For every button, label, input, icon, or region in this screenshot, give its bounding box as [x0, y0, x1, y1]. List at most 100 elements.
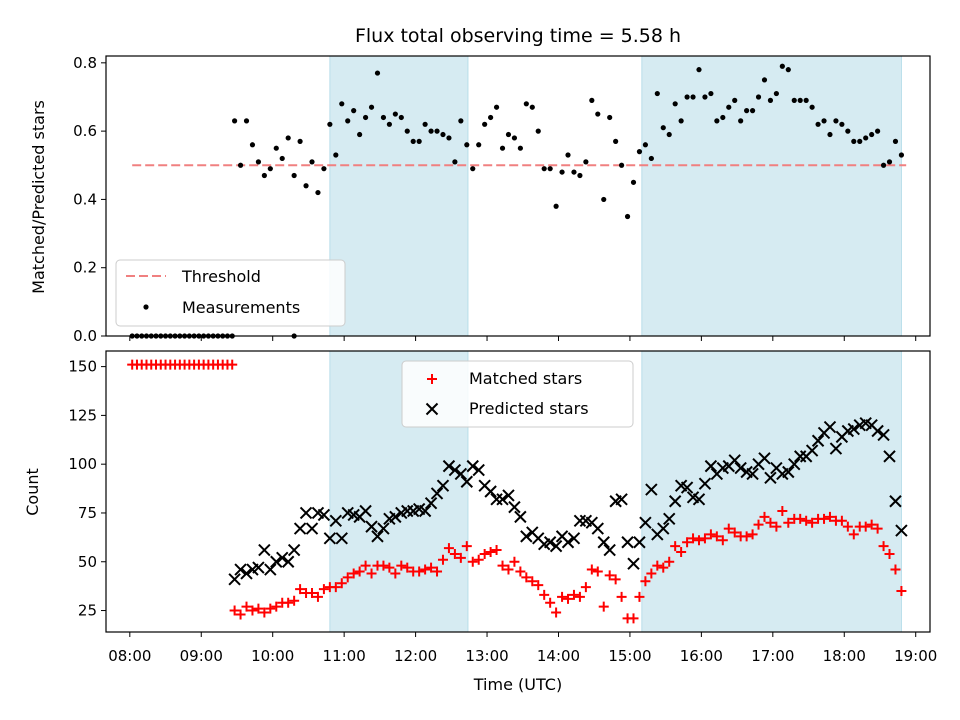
measurement-point	[672, 101, 678, 107]
matched-star-point	[455, 552, 466, 563]
matched-star-point	[682, 537, 693, 548]
predicted-star-point	[823, 420, 837, 434]
bottom-y-tick-label: 125	[68, 406, 97, 424]
matched-star-point	[366, 568, 377, 579]
x-tick-label: 16:00	[680, 647, 723, 665]
top-y-tick-label: 0.4	[73, 190, 97, 208]
bottom-y-tick-label: 25	[78, 602, 97, 620]
matched-star-point	[574, 591, 585, 602]
measurement-point	[809, 104, 815, 110]
matched-star-point	[414, 566, 425, 577]
predicted-star-point	[829, 442, 843, 455]
measurements-legend-label: Measurements	[182, 298, 300, 317]
top-legend-box	[115, 259, 346, 327]
measurement-point	[857, 138, 863, 144]
matched-star-point	[265, 603, 276, 614]
predicted-star-point	[460, 475, 474, 488]
matched-star-point	[354, 566, 365, 577]
predicted-star-point	[502, 489, 515, 502]
matched-legend-swatch	[427, 374, 437, 384]
predicted-star-point	[299, 506, 313, 520]
predicted-star-point	[591, 522, 604, 535]
bottom-panel: 25 50 75 100 125 150 08:00 09:00 10:00 11:00 12:00…	[68, 350, 937, 665]
measurement-point	[285, 135, 291, 141]
matched-star-point	[783, 517, 794, 528]
top-plot-frame	[105, 55, 931, 337]
measurement-point	[529, 104, 535, 110]
x-tick-label: 15:00	[608, 647, 651, 665]
predicted-star-point	[472, 463, 485, 477]
matched-star-point	[402, 562, 413, 573]
measurement-point	[744, 108, 750, 114]
predicted-star-point	[573, 514, 587, 527]
predicted-star-point	[442, 459, 456, 473]
measurement-point	[517, 145, 523, 151]
x-tick-label: 08:00	[108, 647, 151, 665]
measurement-point	[779, 63, 785, 69]
matched-star-point	[598, 601, 609, 612]
measurement-point	[416, 138, 422, 144]
matched-star-point	[801, 515, 812, 526]
measurement-point	[482, 121, 488, 127]
measurement-point	[821, 118, 827, 124]
measurement-point	[511, 135, 518, 141]
measurement-point	[541, 166, 547, 172]
predicted-star-point	[377, 522, 390, 535]
predicted-star-point	[639, 516, 652, 529]
predicted-star-point	[270, 555, 283, 568]
measurement-point	[761, 77, 768, 83]
predicted-star-point	[728, 454, 741, 467]
top-observing-span	[329, 55, 469, 337]
measurement-point	[357, 131, 363, 138]
measurement-point	[303, 183, 309, 189]
measurement-point	[279, 155, 285, 162]
measurement-point	[607, 114, 613, 121]
matched-star-point	[705, 529, 716, 540]
predicted-star-point	[758, 452, 771, 465]
measurement-point	[243, 118, 250, 124]
matched-star-point	[247, 605, 258, 616]
measurement-point	[565, 152, 571, 158]
predicted-star-point	[490, 493, 503, 506]
matched-star-point	[521, 572, 532, 583]
predicted-star-point	[359, 504, 372, 518]
top-y-axis-label: Matched/Predicted stars	[29, 100, 48, 294]
measurement-point	[690, 94, 696, 100]
matched-star-point	[533, 580, 544, 591]
matched-star-point	[485, 546, 496, 557]
measurement-point	[630, 179, 637, 185]
predicted-star-point	[234, 563, 247, 576]
matched-star-point	[753, 519, 764, 530]
predicted-legend-swatch	[425, 402, 439, 416]
predicted-star-point	[281, 555, 295, 568]
matched-star-point	[729, 527, 740, 538]
matched-star-point	[271, 601, 282, 612]
predicted-star-point	[276, 551, 289, 565]
predicted-star-point	[430, 487, 444, 500]
measurement-point	[791, 97, 797, 103]
matched-star-point	[878, 541, 889, 552]
predicted-star-point	[371, 530, 384, 543]
matched-star-point	[527, 576, 538, 587]
predicted-star-point	[627, 557, 640, 570]
measurement-point	[422, 121, 428, 127]
predicted-star-point	[805, 444, 819, 457]
x-tick-label: 13:00	[465, 647, 508, 665]
matched-star-point	[515, 566, 526, 577]
matched-star-point	[795, 513, 806, 524]
predicted-star-point	[698, 477, 712, 490]
matched-star-point	[461, 541, 472, 552]
measurement-point	[499, 145, 506, 151]
matched-star-point	[426, 562, 437, 573]
matched-star-point	[711, 531, 722, 542]
matched-star-point	[378, 560, 389, 571]
measurement-point	[880, 162, 887, 168]
measurement-point	[255, 159, 262, 165]
matched-star-point	[390, 568, 401, 579]
matched-star-point	[860, 521, 871, 532]
predicted-star-point	[508, 500, 521, 514]
bottom-y-tick-label: 150	[68, 358, 97, 376]
top-y-tick-label: 0.0	[73, 327, 97, 345]
measurement-point	[589, 97, 595, 103]
